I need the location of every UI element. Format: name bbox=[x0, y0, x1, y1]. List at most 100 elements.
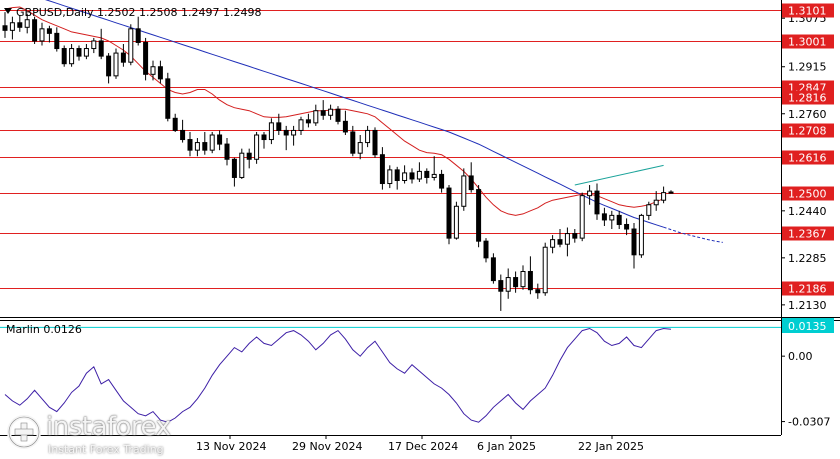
candle-body bbox=[298, 119, 304, 131]
candle bbox=[579, 192, 585, 242]
candle-body bbox=[631, 228, 637, 256]
candle bbox=[520, 265, 526, 290]
time-tick-label: 22 Jan 2025 bbox=[578, 440, 644, 453]
candle bbox=[439, 169, 445, 193]
instaforex-logo-icon bbox=[7, 415, 41, 449]
level-label-box bbox=[782, 3, 834, 18]
level-label-box bbox=[782, 34, 834, 49]
candle-body bbox=[387, 169, 393, 185]
candle-body bbox=[135, 28, 141, 43]
ma-slow-projection bbox=[663, 226, 723, 243]
candle-body bbox=[439, 173, 445, 189]
candle-body bbox=[239, 152, 245, 178]
candle bbox=[202, 131, 208, 155]
candle-body bbox=[550, 239, 556, 248]
candle bbox=[180, 119, 186, 143]
candle bbox=[416, 162, 422, 183]
candle-body bbox=[379, 154, 385, 185]
candle-body bbox=[365, 129, 371, 144]
candle bbox=[624, 218, 630, 236]
candle bbox=[120, 43, 126, 67]
candle-body bbox=[557, 239, 563, 245]
candle-body bbox=[461, 175, 467, 207]
candle-body bbox=[350, 131, 356, 154]
candle-body bbox=[202, 142, 208, 151]
indicator-line-layer bbox=[4, 327, 672, 423]
brand-logo: instaforex Instant Forex Trading bbox=[6, 412, 182, 456]
candle bbox=[135, 16, 141, 46]
candle-body bbox=[498, 280, 504, 292]
candle bbox=[572, 229, 578, 243]
candle bbox=[113, 48, 119, 79]
candle-body bbox=[39, 28, 45, 42]
candle bbox=[313, 104, 319, 126]
candle-body bbox=[254, 134, 260, 160]
candle bbox=[535, 283, 541, 299]
candle-body bbox=[328, 108, 334, 116]
candle bbox=[550, 235, 556, 254]
candle bbox=[505, 268, 511, 299]
candle-body bbox=[424, 170, 430, 178]
candle-body bbox=[638, 214, 644, 256]
candle-body bbox=[446, 187, 452, 239]
candle-body bbox=[335, 108, 341, 122]
candle-body bbox=[653, 199, 659, 206]
candle-body bbox=[668, 191, 674, 194]
triangle-down-icon[interactable] bbox=[4, 8, 12, 14]
candle-body bbox=[357, 142, 363, 154]
candle-body bbox=[157, 66, 163, 80]
candle bbox=[476, 185, 482, 248]
brand-name: instaforex bbox=[46, 412, 171, 442]
candle-body bbox=[587, 190, 593, 197]
candle-body bbox=[616, 214, 622, 225]
candle-body bbox=[91, 40, 97, 50]
indicator-line bbox=[4, 327, 672, 423]
level-label: 1.3001 bbox=[788, 36, 827, 49]
candle bbox=[76, 45, 82, 61]
candle-body bbox=[431, 173, 437, 178]
candle bbox=[246, 148, 252, 169]
candle bbox=[513, 271, 519, 293]
candle-body bbox=[187, 139, 193, 151]
candle bbox=[305, 113, 311, 128]
candle-body bbox=[76, 48, 82, 57]
level-label: 1.2367 bbox=[788, 228, 827, 241]
candle bbox=[39, 22, 45, 46]
candle bbox=[61, 45, 67, 67]
level-label-box bbox=[782, 123, 834, 138]
candle-body bbox=[505, 277, 511, 292]
candle bbox=[143, 37, 149, 81]
candle-body bbox=[579, 195, 585, 239]
candle bbox=[187, 131, 193, 157]
candle-body bbox=[601, 213, 607, 221]
candle bbox=[631, 222, 637, 269]
candle-body bbox=[32, 19, 38, 42]
candle bbox=[261, 131, 267, 149]
candle bbox=[54, 27, 60, 52]
candle-body bbox=[394, 169, 400, 181]
candle-body bbox=[402, 172, 408, 181]
candle bbox=[424, 168, 430, 184]
level-label: 1.2708 bbox=[788, 125, 827, 138]
candle bbox=[646, 201, 652, 220]
price-tick-label: 1.2440 bbox=[788, 205, 827, 218]
candle bbox=[468, 162, 474, 193]
candle bbox=[616, 210, 622, 230]
candle-body bbox=[409, 172, 415, 180]
candle-body bbox=[61, 48, 67, 65]
candle bbox=[231, 157, 237, 187]
trend-line[interactable] bbox=[574, 164, 664, 186]
candle-body bbox=[217, 134, 223, 145]
candle bbox=[83, 43, 89, 60]
candle bbox=[298, 116, 304, 135]
candle bbox=[91, 37, 97, 54]
candle-body bbox=[468, 175, 474, 191]
candle-body bbox=[246, 152, 252, 160]
candle-body bbox=[224, 143, 230, 160]
candle-body bbox=[342, 120, 348, 133]
candle-body bbox=[17, 22, 23, 28]
candle bbox=[594, 183, 600, 220]
candle bbox=[601, 207, 607, 226]
